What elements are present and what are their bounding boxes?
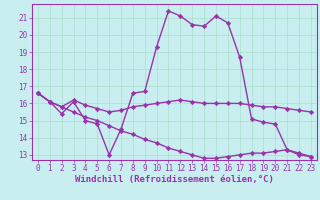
X-axis label: Windchill (Refroidissement éolien,°C): Windchill (Refroidissement éolien,°C) [75, 175, 274, 184]
